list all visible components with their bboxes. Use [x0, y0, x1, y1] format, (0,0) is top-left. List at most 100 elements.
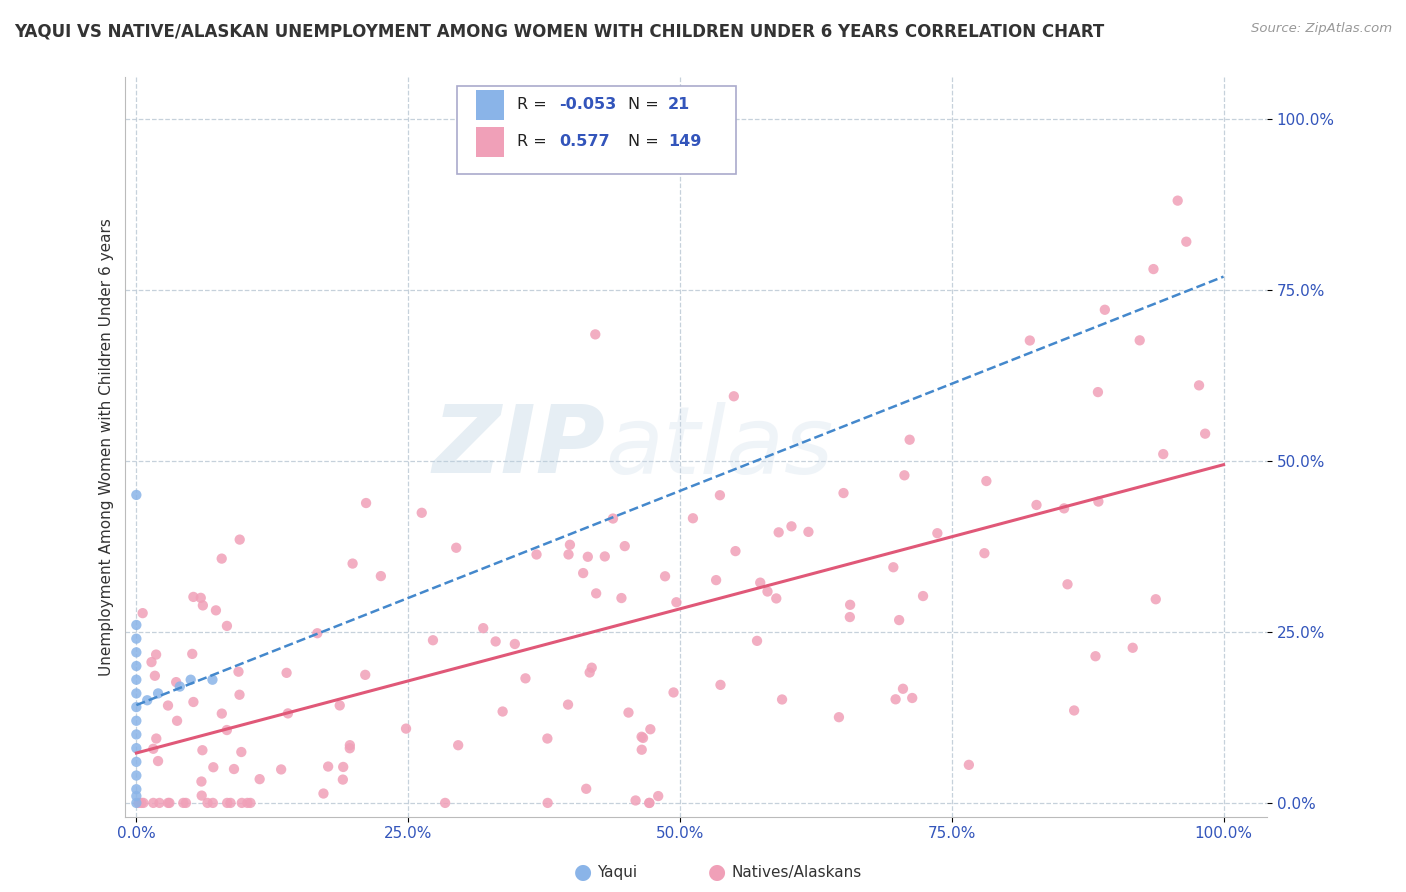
Point	[157, 796, 180, 810]
Point	[125, 686, 148, 700]
Point	[172, 796, 194, 810]
Point	[745, 633, 768, 648]
FancyBboxPatch shape	[477, 90, 505, 120]
Point	[583, 327, 606, 342]
Point	[125, 714, 148, 728]
Point	[219, 796, 242, 810]
Point	[1053, 501, 1076, 516]
Point	[277, 706, 299, 721]
Point	[136, 693, 159, 707]
Text: YAQUI VS NATIVE/ALASKAN UNEMPLOYMENT AMONG WOMEN WITH CHILDREN UNDER 6 YEARS COR: YAQUI VS NATIVE/ALASKAN UNEMPLOYMENT AMO…	[14, 22, 1104, 40]
Point	[884, 692, 907, 706]
Point	[276, 665, 298, 680]
Point	[307, 626, 329, 640]
Point	[1194, 426, 1216, 441]
Point	[526, 548, 548, 562]
Point	[231, 796, 253, 810]
Text: atlas: atlas	[605, 401, 834, 492]
Point	[576, 549, 599, 564]
Point	[125, 782, 148, 797]
Point	[329, 698, 352, 713]
Point	[557, 698, 579, 712]
Point	[1144, 592, 1167, 607]
Point	[797, 524, 820, 539]
Point	[927, 526, 949, 541]
Point	[1018, 334, 1040, 348]
Point	[411, 506, 433, 520]
Point	[749, 575, 772, 590]
Point	[339, 738, 361, 752]
Point	[312, 787, 335, 801]
Point	[125, 673, 148, 687]
Point	[125, 618, 148, 632]
Point	[228, 688, 250, 702]
Point	[665, 595, 688, 609]
Point	[640, 723, 662, 737]
Point	[183, 590, 205, 604]
Point	[1094, 302, 1116, 317]
Point	[630, 743, 652, 757]
Point	[228, 665, 250, 679]
Point	[228, 533, 250, 547]
Point	[132, 796, 155, 810]
Point	[610, 591, 633, 605]
Point	[638, 796, 661, 810]
Point	[217, 796, 239, 810]
Point	[765, 591, 787, 606]
Point	[770, 692, 793, 706]
Point	[342, 557, 364, 571]
Point	[145, 731, 167, 746]
Point	[146, 686, 169, 700]
Point	[976, 474, 998, 488]
Point	[613, 539, 636, 553]
Point	[447, 738, 470, 752]
Point	[270, 763, 292, 777]
Point	[1129, 334, 1152, 348]
Point	[422, 633, 444, 648]
Point	[128, 796, 150, 810]
Point	[828, 710, 851, 724]
Point	[202, 760, 225, 774]
Point	[197, 796, 219, 810]
Text: R =: R =	[517, 135, 553, 149]
Point	[191, 599, 214, 613]
Point	[638, 796, 661, 810]
Point	[211, 706, 233, 721]
Point	[222, 762, 245, 776]
Point	[709, 678, 731, 692]
Point	[125, 488, 148, 502]
Point	[780, 519, 803, 533]
Point	[832, 486, 855, 500]
Point	[724, 544, 747, 558]
Point	[148, 796, 170, 810]
Point	[180, 673, 202, 687]
Point	[654, 569, 676, 583]
Text: R =: R =	[517, 97, 553, 112]
Point	[572, 566, 595, 580]
Point	[617, 706, 640, 720]
Point	[131, 606, 153, 620]
Point	[125, 645, 148, 659]
Text: 0.577: 0.577	[560, 135, 610, 149]
Point	[215, 619, 238, 633]
Point	[1122, 640, 1144, 655]
Point	[125, 659, 148, 673]
Point	[190, 774, 212, 789]
Point	[887, 613, 910, 627]
Text: 149: 149	[668, 135, 702, 149]
Point	[682, 511, 704, 525]
Point	[125, 632, 148, 646]
Point	[647, 789, 669, 803]
Point	[354, 496, 377, 510]
Point	[537, 796, 560, 810]
Text: -0.053: -0.053	[560, 97, 616, 112]
Point	[485, 634, 508, 648]
Point	[191, 743, 214, 757]
Point	[125, 789, 148, 803]
Point	[165, 675, 187, 690]
FancyBboxPatch shape	[477, 127, 505, 156]
Point	[723, 389, 745, 403]
Text: 21: 21	[668, 97, 690, 112]
Point	[370, 569, 392, 583]
Point	[898, 433, 921, 447]
